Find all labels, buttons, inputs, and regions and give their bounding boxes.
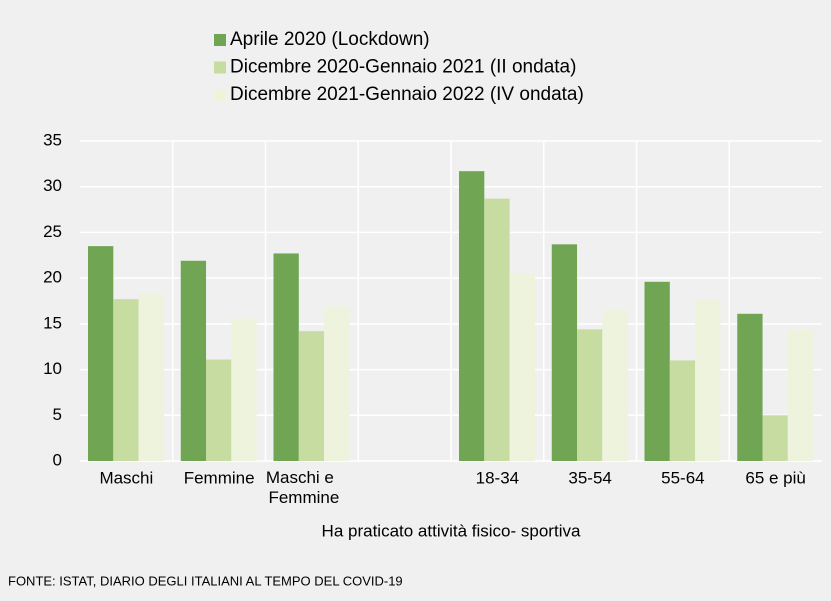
bar xyxy=(273,253,299,461)
legend-swatch xyxy=(214,34,226,46)
x-tick-label: Femmine xyxy=(184,468,255,487)
legend-label: Aprile 2020 (Lockdown) xyxy=(230,29,430,50)
bar xyxy=(298,331,325,461)
legend-label: Dicembre 2021-Gennaio 2022 (IV ondata) xyxy=(230,84,584,105)
legend-swatch xyxy=(214,89,226,101)
bar xyxy=(206,359,232,461)
bar xyxy=(577,329,603,461)
legend-label: Dicembre 2020-Gennaio 2021 (II ondata) xyxy=(230,57,576,78)
x-tick-label: 65 e più xyxy=(745,468,806,487)
bar xyxy=(737,313,763,461)
bar xyxy=(602,310,628,461)
x-tick-label: Maschi xyxy=(99,468,153,487)
source: FONTE: ISTAT, DIARIO DEGLI ITALIANI AL T… xyxy=(8,573,403,588)
bar xyxy=(459,171,485,461)
bar xyxy=(231,318,257,461)
bar xyxy=(669,360,696,461)
x-tick-label: 55-64 xyxy=(661,468,704,487)
x-tick-label: 35-54 xyxy=(568,468,611,487)
bar xyxy=(762,415,788,461)
y-tick-label: 0 xyxy=(53,450,62,469)
bar xyxy=(484,198,510,461)
y-tick-label: 35 xyxy=(43,130,62,149)
y-tick-label: 30 xyxy=(43,176,62,195)
bar xyxy=(509,273,535,461)
bar xyxy=(787,329,814,461)
y-tick-label: 25 xyxy=(43,222,62,241)
x-tick-label: 18-34 xyxy=(476,468,519,487)
bar xyxy=(113,299,139,461)
y-tick-label: 15 xyxy=(43,313,62,332)
bar xyxy=(551,244,578,461)
y-tick-label: 5 xyxy=(53,405,62,424)
y-tick-label: 10 xyxy=(43,359,62,378)
bar xyxy=(644,281,670,461)
bar xyxy=(695,300,721,461)
legend-swatch xyxy=(214,61,226,74)
x-axis-label: Ha praticato attività fisico- sportiva xyxy=(322,521,581,540)
bar xyxy=(324,306,350,461)
bar xyxy=(88,246,114,461)
y-tick-label: 20 xyxy=(43,268,62,287)
bar xyxy=(138,292,164,461)
x-tick-label: Maschi e Femmine xyxy=(266,468,339,507)
bar xyxy=(180,260,207,461)
